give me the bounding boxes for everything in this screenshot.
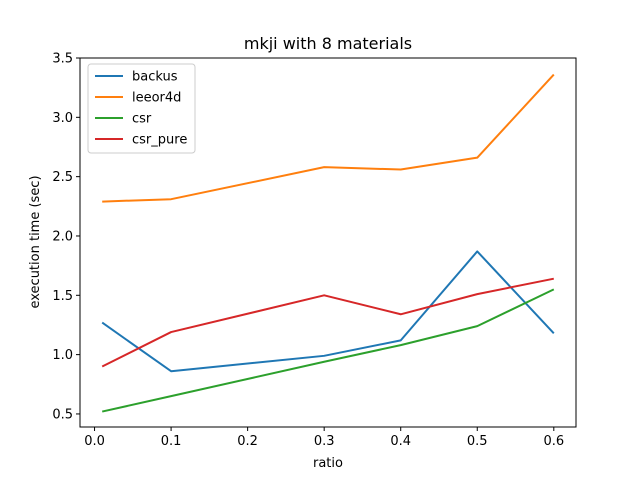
y-axis-label: execution time (sec) — [28, 175, 43, 308]
y-tick-label: 3.0 — [52, 111, 73, 126]
y-tick-label: 0.5 — [52, 407, 73, 422]
chart-title: mkji with 8 materials — [244, 34, 412, 53]
x-tick-label: 0.4 — [390, 434, 411, 449]
y-tick-label: 2.0 — [52, 229, 73, 244]
plot-frame — [79, 57, 577, 428]
y-tick-label: 2.5 — [52, 170, 73, 185]
series-line-csr — [101, 288, 555, 413]
series-line-backus — [101, 250, 555, 373]
x-axis: 0.0 0.1 0.2 0.3 0.4 0.5 0.6 — [84, 427, 564, 449]
y-axis: 0.5 1.0 1.5 2.0 2.5 3.0 3.5 — [52, 52, 80, 422]
legend-label-csr: csr — [132, 112, 152, 127]
x-tick-label: 0.6 — [543, 434, 564, 449]
x-axis-label: ratio — [313, 456, 343, 471]
x-tick-label: 0.3 — [314, 434, 335, 449]
series-line-leeor4d — [102, 73, 555, 203]
series-line-csr_pure — [101, 277, 554, 368]
x-tick-label: 0.2 — [237, 434, 258, 449]
legend-label-backus: backus — [132, 70, 178, 85]
y-tick-label: 3.5 — [52, 52, 73, 67]
x-tick-label: 0.0 — [84, 434, 105, 449]
legend-label-leeor4d: leeor4d — [132, 91, 181, 106]
y-tick-label: 1.0 — [52, 348, 73, 363]
x-tick-label: 0.1 — [161, 434, 182, 449]
legend-box — [87, 63, 196, 154]
x-tick-label: 0.5 — [467, 434, 488, 449]
legend-label-csr_pure: csr_pure — [132, 133, 187, 148]
plot-area — [101, 73, 555, 413]
legend: backus leeor4d csr csr_pure — [87, 63, 196, 154]
y-tick-label: 1.5 — [52, 289, 73, 304]
